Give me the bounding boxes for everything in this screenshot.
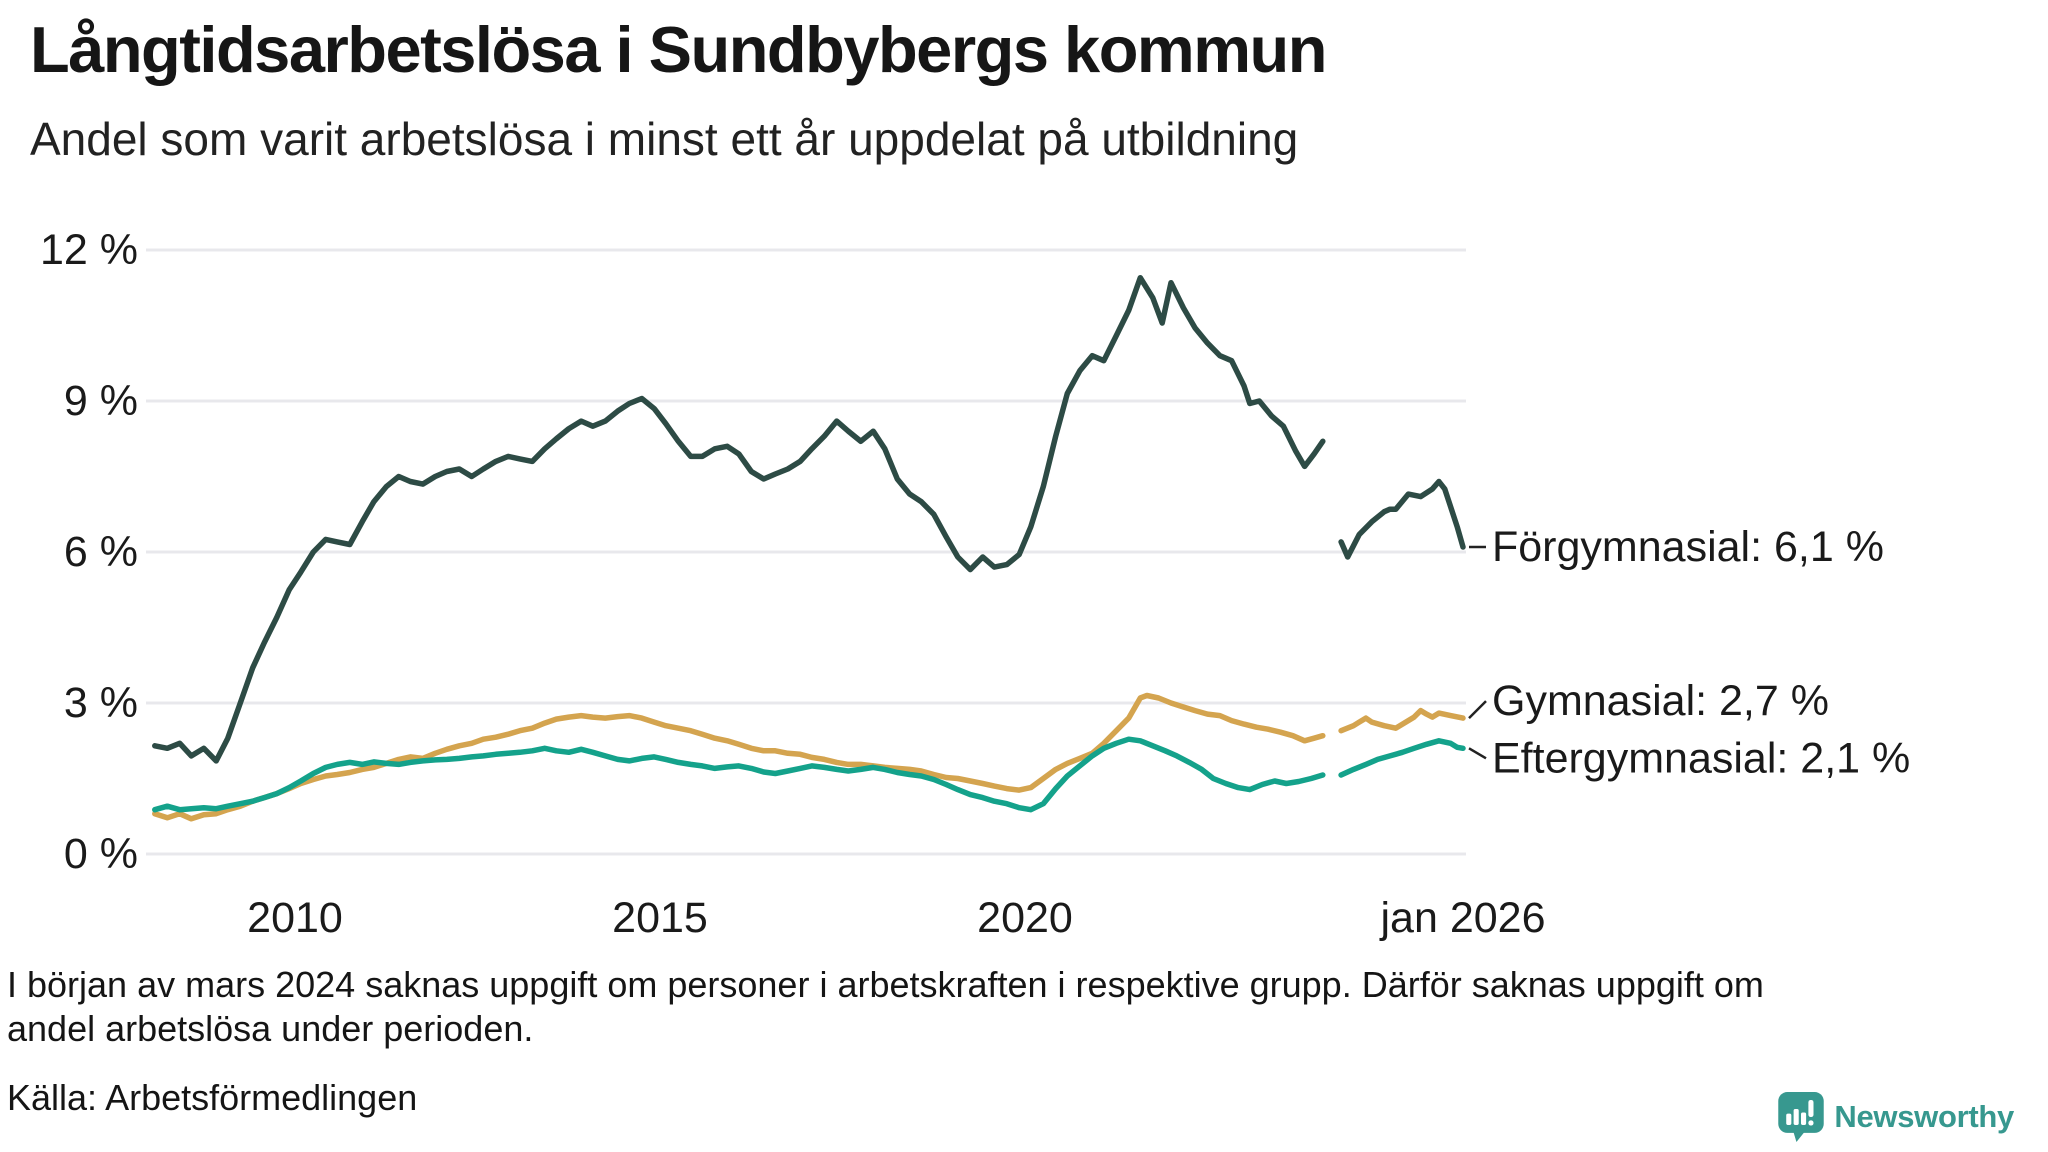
- newsworthy-logo-text: Newsworthy: [1834, 1099, 2014, 1134]
- series-label-eftergymnasial: Eftergymnasial: 2,1 %: [1492, 734, 1910, 782]
- footnote: I början av mars 2024 saknas uppgift om …: [7, 963, 2037, 1051]
- y-tick-label: 3 %: [64, 679, 138, 727]
- y-tick-label: 9 %: [64, 377, 138, 425]
- x-tick-label: jan 2026: [1379, 894, 1546, 942]
- series-label-gymnasial: Gymnasial: 2,7 %: [1492, 677, 1829, 725]
- series-line-forgymnasial: [152, 274, 1326, 764]
- x-tick-label: 2020: [977, 894, 1073, 942]
- footnote-line-2: andel arbetslösa under perioden.: [7, 1008, 534, 1049]
- series-line-gymnasial: [152, 692, 1326, 822]
- series-line-eftergymnasial-after-gap: [1338, 738, 1466, 778]
- x-tick-label: 2015: [612, 894, 708, 942]
- newsworthy-logo: Newsworthy: [1778, 1088, 2014, 1146]
- source-line: Källa: Arbetsförmedlingen: [7, 1077, 418, 1118]
- chart-title: Långtidsarbetslösa i Sundbybergs kommun: [30, 13, 1327, 86]
- y-tick-label: 0 %: [64, 830, 138, 878]
- label-leader-eftergymnasial: [1468, 747, 1487, 760]
- label-leader-gymnasial: [1468, 700, 1487, 719]
- newsworthy-logo-icon: [1778, 1092, 1825, 1142]
- footnote-line-1: I början av mars 2024 saknas uppgift om …: [7, 964, 1764, 1005]
- series-label-forgymnasial: Förgymnasial: 6,1 %: [1492, 523, 1884, 571]
- series-line-gymnasial-after-gap: [1338, 707, 1466, 734]
- y-tick-label: 12 %: [40, 226, 138, 274]
- x-tick-label: 2010: [247, 894, 343, 942]
- series-line-eftergymnasial: [152, 736, 1326, 813]
- chart-subtitle: Andel som varit arbetslösa i minst ett å…: [30, 113, 1299, 165]
- y-tick-label: 6 %: [64, 528, 138, 576]
- series-line-forgymnasial-after-gap: [1338, 478, 1466, 560]
